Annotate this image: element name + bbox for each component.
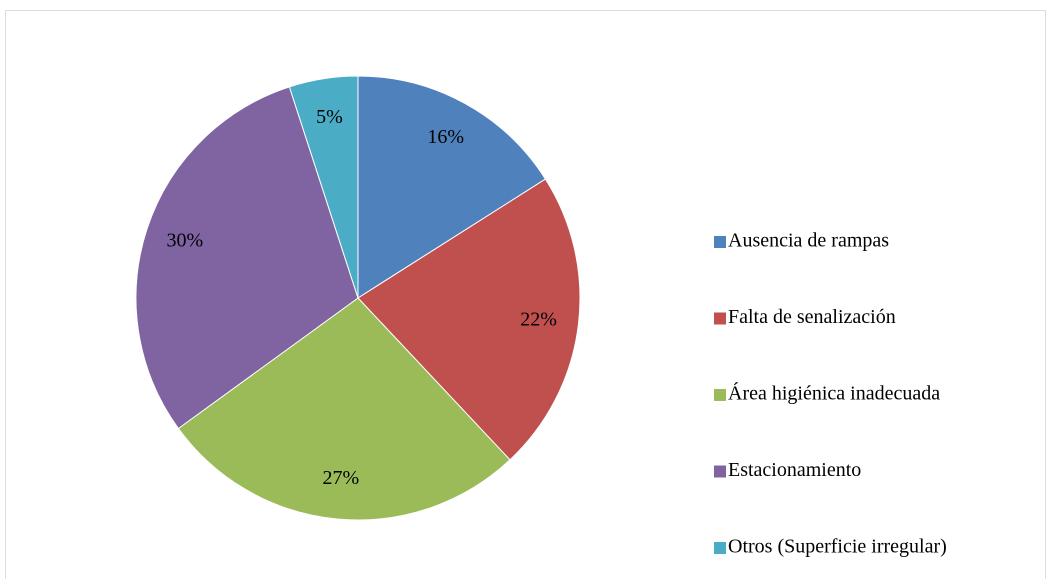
legend-label: Ausencia de rampas bbox=[728, 230, 889, 252]
legend-swatch bbox=[714, 389, 726, 401]
pie-slice bbox=[135, 86, 359, 430]
pie-slice bbox=[357, 75, 547, 299]
pie-slice bbox=[288, 75, 359, 299]
pie-slice bbox=[177, 297, 511, 521]
legend-label: Falta de senalización bbox=[728, 306, 896, 328]
pie-slice bbox=[357, 178, 581, 461]
legend-label: Estacionamiento bbox=[728, 459, 861, 481]
legend-swatch bbox=[714, 542, 726, 554]
data-label: 30% bbox=[167, 229, 204, 251]
legend-label: Área higiénica inadecuada bbox=[728, 382, 940, 405]
legend-swatch bbox=[714, 312, 726, 325]
legend-swatch bbox=[714, 236, 726, 248]
data-label: 16% bbox=[427, 126, 464, 148]
legend-swatch bbox=[714, 465, 726, 478]
data-label: 27% bbox=[323, 467, 360, 489]
data-label: 22% bbox=[520, 308, 557, 330]
legend-label: Otros (Superficie irregular) bbox=[728, 536, 947, 558]
data-label: 5% bbox=[316, 106, 343, 128]
